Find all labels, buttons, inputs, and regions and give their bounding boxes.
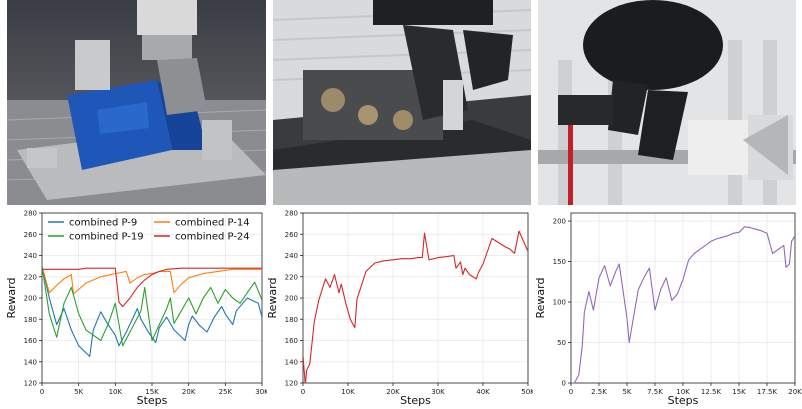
photo-panel-2 (273, 0, 531, 205)
robot-gripper-mechanism-photo (273, 0, 531, 205)
chart3-xtick-label-5: 12.5K (701, 388, 722, 396)
chart3-ytick-label-4: 200 (553, 218, 566, 226)
chart1-yaxis-label: Reward (5, 278, 18, 319)
chart1-ytick-label-1: 140 (24, 358, 37, 366)
chart1-xtick-label-2: 10K (109, 388, 123, 396)
chart1-legend-label-2: combined P-19 (69, 232, 144, 243)
robot-gripper-rail-photo (538, 0, 796, 205)
chart1-series-line-1 (42, 265, 262, 295)
chart2-xtick-label-4: 40K (476, 388, 490, 396)
chart2-ytick-label-3: 180 (285, 316, 298, 324)
chart1-xtick-label-3: 15K (145, 388, 159, 396)
chart1-legend-label-0: combined P-9 (69, 218, 137, 229)
chart1-series-line-3 (42, 267, 262, 308)
chart1-xtick-label-6: 30K (255, 388, 267, 396)
chart1-xtick-label-4: 20K (182, 388, 196, 396)
chart3-series-line-0 (571, 226, 795, 383)
chart2-ytick-label-4: 200 (285, 295, 298, 303)
chart3-ytick-label-0: 0 (562, 380, 566, 388)
chart1-legend-label-3: combined P-24 (175, 232, 250, 243)
chart2-ytick-label-0: 120 (285, 380, 298, 388)
chart-panel-3: 0 2.5K 5K 7.5K 10K 12.5K 15K 17.5K 20K 0 50 100 150 2… (533, 205, 802, 409)
chart3-xtick-label-0: 0 (569, 388, 573, 396)
photo-panel-3 (538, 0, 796, 205)
chart1-xtick-label-1: 5K (74, 388, 83, 396)
chart1-legend-label-1: combined P-14 (175, 218, 250, 229)
chart2-series-line-0 (303, 230, 528, 383)
chart2-xtick-label-5: 50K (521, 388, 533, 396)
chart1-ytick-label-4: 200 (24, 295, 37, 303)
chart-2: 0 10K 20K 30K 40K 50K 120 140 160 180 200 220 240 260… (267, 210, 533, 408)
photo-panel-1 (7, 0, 266, 205)
chart2-ytick-label-8: 280 (285, 210, 298, 218)
chart3-yaxis-label: Reward (534, 278, 547, 319)
chart1-ytick-label-2: 160 (24, 337, 37, 345)
chart3-xaxis-label: Steps (668, 394, 699, 407)
chart2-yaxis-label: Reward (267, 278, 279, 319)
chart1-ytick-label-0: 120 (24, 380, 37, 388)
chart2-ytick-label-7: 260 (285, 231, 298, 239)
chart1-xaxis-label: Steps (137, 394, 168, 407)
chart2-xtick-label-0: 0 (301, 388, 305, 396)
chart-panel-1: 0 5K 10K 15K 20K 25K 30K 120 140 160 180 200 220 240 2… (0, 205, 267, 409)
chart1-ytick-label-8: 280 (24, 210, 37, 218)
chart2-ytick-label-2: 160 (285, 337, 298, 345)
chart3-ytick-label-2: 100 (553, 299, 566, 307)
chart3-xtick-label-1: 2.5K (591, 388, 607, 396)
chart1-xtick-label-5: 25K (219, 388, 233, 396)
chart1-ytick-label-3: 180 (24, 316, 37, 324)
chart3-xtick-label-8: 20K (788, 388, 802, 396)
chart2-xtick-label-2: 20K (386, 388, 400, 396)
chart3-xtick-label-3: 7.5K (647, 388, 663, 396)
chart3-ytick-label-1: 50 (557, 339, 566, 347)
chart3-ytick-label-3: 150 (553, 258, 566, 266)
chart-1: 0 5K 10K 15K 20K 25K 30K 120 140 160 180 200 220 240 2… (5, 210, 267, 408)
chart1-ytick-label-6: 240 (24, 252, 37, 260)
chart1-xtick-label-0: 0 (40, 388, 44, 396)
chart3-xtick-label-4: 10K (676, 388, 690, 396)
chart3-xtick-label-7: 17.5K (757, 388, 778, 396)
chart3-xtick-label-6: 15K (732, 388, 746, 396)
chart2-ytick-label-6: 240 (285, 252, 298, 260)
chart1-ytick-label-5: 220 (24, 273, 37, 281)
chart-panel-2: 0 10K 20K 30K 40K 50K 120 140 160 180 200 220 240 260… (267, 205, 533, 409)
chart3-xtick-label-2: 5K (622, 388, 631, 396)
robot-arm-blue-fixture-photo (7, 0, 266, 205)
chart2-ytick-label-1: 140 (285, 358, 298, 366)
chart2-xaxis-label: Steps (400, 394, 431, 407)
chart1-ytick-label-7: 260 (24, 231, 37, 239)
chart2-xtick-label-1: 10K (341, 388, 355, 396)
chart2-xtick-label-3: 30K (431, 388, 445, 396)
chart1-series-line-2 (42, 266, 262, 347)
chart-3: 0 2.5K 5K 7.5K 10K 12.5K 15K 17.5K 20K 0 50 100 150 2… (534, 212, 802, 407)
chart2-ytick-label-5: 220 (285, 273, 298, 281)
